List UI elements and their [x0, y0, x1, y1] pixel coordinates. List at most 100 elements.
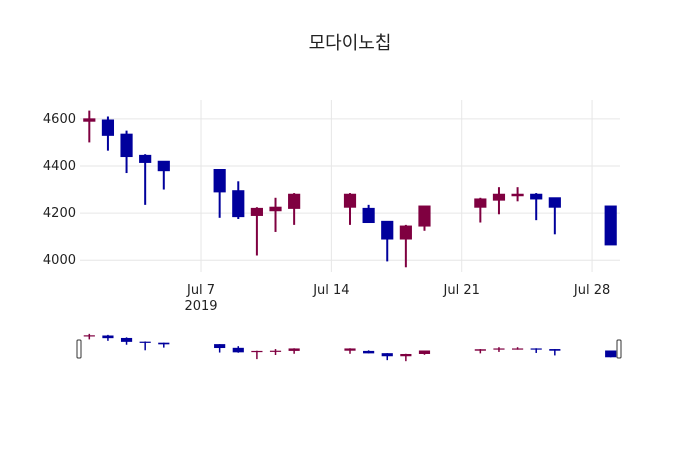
slider-candle-body [605, 350, 617, 358]
slider-candle [251, 350, 263, 360]
candle-body [250, 207, 263, 216]
slider-candle [549, 349, 561, 356]
slider-candle [214, 344, 226, 353]
y-tick-label: 4000 [43, 253, 76, 268]
slider-candle-body [344, 348, 356, 351]
slider-candle [83, 333, 95, 340]
x-tick-label: Jul 14 [312, 283, 349, 298]
y-tick-label: 4600 [43, 112, 76, 127]
candle-body [511, 193, 524, 197]
candle-body [530, 193, 543, 200]
slider-candle-body [139, 341, 151, 343]
x-tick-label: Jul 28 [573, 283, 610, 298]
grid [80, 100, 620, 272]
candle-decreasing [548, 197, 561, 235]
slider-candle-body [102, 335, 114, 339]
slider-candle-body [381, 353, 393, 357]
slider-candle [120, 337, 133, 345]
slider-candle [269, 349, 282, 356]
x-tick-year-label: 2019 [184, 299, 217, 314]
candle-body [343, 193, 357, 208]
candle-decreasing [530, 193, 543, 221]
slider-candle [232, 346, 244, 353]
slider-candle-body [493, 348, 505, 350]
candle-decreasing [101, 116, 115, 151]
candle-body [120, 133, 133, 158]
x-tick-label: Jul 21 [443, 283, 480, 298]
slider-candle-body [214, 344, 226, 349]
slider-candle [400, 353, 412, 362]
range-slider[interactable] [76, 333, 622, 362]
candle-body [492, 193, 506, 201]
slider-candle [363, 350, 375, 354]
slider-candle [158, 342, 170, 348]
chart-title: 모다이노칩 [309, 33, 392, 54]
slider-candle [512, 347, 524, 350]
candle-increasing [474, 197, 487, 223]
slider-candle-body [549, 349, 561, 351]
candle-increasing [492, 187, 506, 215]
slider-candle-body [158, 342, 170, 345]
slider-candle-body [418, 350, 431, 354]
slider-candle [102, 334, 114, 341]
candle-body [269, 206, 282, 212]
slider-candle [474, 349, 486, 354]
candle-increasing [343, 193, 357, 225]
candles [83, 110, 617, 268]
range-slider-right-handle[interactable] [616, 339, 622, 359]
slider-candle [139, 341, 151, 351]
candle-decreasing [604, 205, 617, 246]
slider-candle-body [363, 350, 375, 354]
candle-increasing [83, 110, 96, 143]
candle-body [288, 193, 301, 209]
slider-candle [493, 347, 505, 352]
slider-candle [605, 350, 617, 358]
slider-candle-body [530, 348, 542, 350]
y-tick-label: 4400 [43, 159, 76, 174]
slider-candle [381, 353, 393, 361]
slider-candle-body [232, 347, 244, 353]
candle-increasing [399, 224, 412, 268]
candle-body [474, 198, 487, 208]
candle-increasing [250, 207, 263, 256]
candle-body [101, 119, 115, 136]
candle-decreasing [362, 204, 375, 224]
slider-candle-body [269, 350, 282, 352]
slider-candle-body [83, 335, 95, 337]
candle-decreasing [381, 220, 394, 262]
slider-candle [418, 350, 431, 355]
slider-candle-body [512, 348, 524, 350]
slider-candle [288, 348, 300, 354]
x-tick-label: Jul 7 [186, 283, 215, 298]
candle-body [232, 190, 245, 218]
candle-body [399, 225, 412, 240]
candle-decreasing [157, 160, 170, 190]
slider-candle-body [120, 337, 133, 342]
candle-body [213, 169, 226, 193]
candle-decreasing [139, 154, 152, 205]
range-slider-left-handle[interactable] [76, 339, 82, 359]
slider-candle-body [288, 348, 300, 351]
candle-body [157, 160, 170, 172]
candle-body [418, 205, 431, 227]
candle-body [139, 154, 152, 163]
slider-candle-body [251, 350, 263, 353]
candle-increasing [269, 197, 282, 232]
candle-body [381, 220, 394, 240]
slider-candle [530, 348, 542, 353]
candle-increasing [288, 193, 301, 225]
candle-body [83, 118, 96, 122]
candle-body [604, 205, 617, 246]
candle-body [362, 207, 375, 224]
candle-decreasing [232, 181, 245, 219]
slider-candle [344, 348, 356, 354]
candle-decreasing [213, 169, 226, 218]
slider-candle-body [400, 353, 412, 357]
candle-body [548, 197, 561, 208]
candle-increasing [418, 205, 431, 231]
candle-decreasing [120, 130, 133, 174]
y-axis-ticks: 4000 4200 4400 4600 [43, 112, 76, 268]
slider-candle-body [474, 349, 486, 351]
